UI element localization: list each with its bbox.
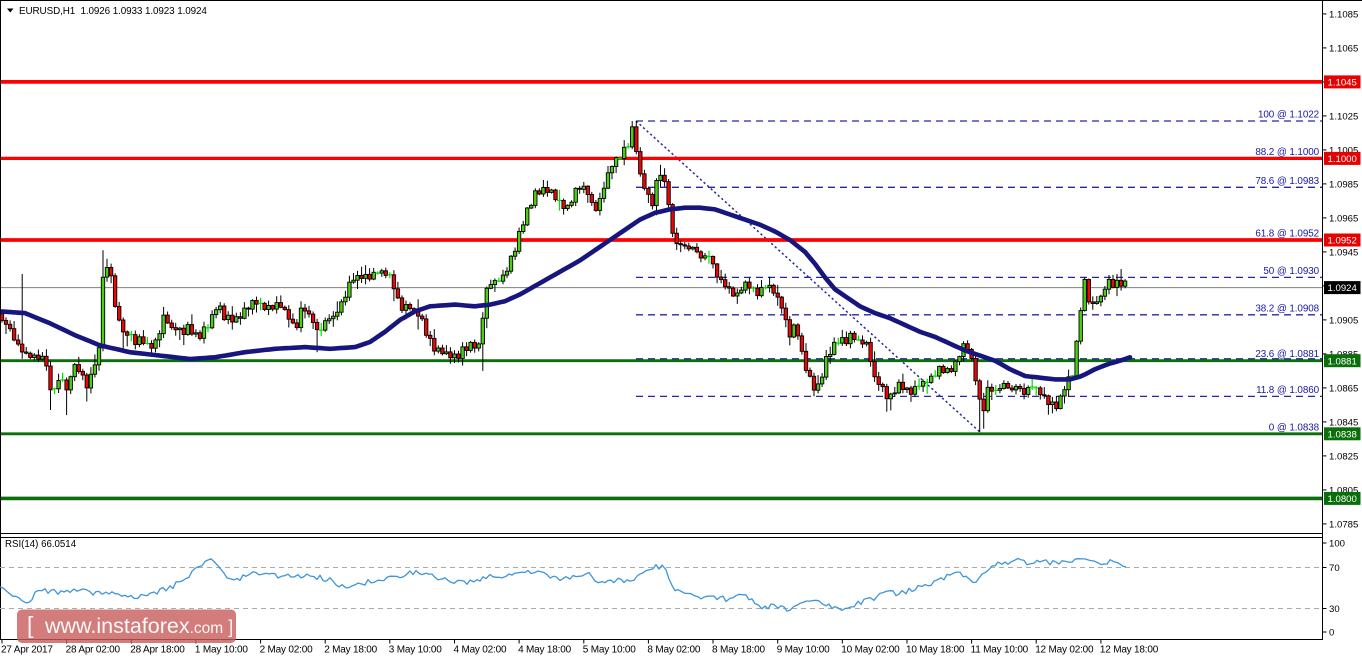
svg-text:2 May 18:00: 2 May 18:00 <box>324 644 377 655</box>
svg-text:8 May 02:00: 8 May 02:00 <box>647 644 700 655</box>
svg-text:78.6 @ 1.0983: 78.6 @ 1.0983 <box>1255 176 1319 187</box>
svg-text:EURUSD,H1 1.0926 1.0933 1.092: EURUSD,H1 1.0926 1.0933 1.0923 1.0924 <box>19 6 207 17</box>
svg-text:100 @ 1.1022: 100 @ 1.1022 <box>1258 110 1319 121</box>
svg-text:0: 0 <box>1329 628 1334 639</box>
svg-text:1.1085: 1.1085 <box>1329 9 1358 20</box>
svg-text:28 Apr 18:00: 28 Apr 18:00 <box>130 644 185 655</box>
svg-text:12 May 02:00: 12 May 02:00 <box>1035 644 1094 655</box>
svg-text:10 May 02:00: 10 May 02:00 <box>841 644 900 655</box>
svg-text:8 May 18:00: 8 May 18:00 <box>712 644 765 655</box>
svg-text:88.2 @ 1.1000: 88.2 @ 1.1000 <box>1255 147 1319 158</box>
svg-text:9 May 10:00: 9 May 10:00 <box>777 644 830 655</box>
svg-text:27 Apr 2017: 27 Apr 2017 <box>1 644 53 655</box>
svg-text:1.1000: 1.1000 <box>1328 154 1357 165</box>
svg-text:1.0965: 1.0965 <box>1329 213 1358 224</box>
svg-text:0 @ 1.0838: 0 @ 1.0838 <box>1269 422 1320 433</box>
svg-text:61.8 @ 1.0952: 61.8 @ 1.0952 <box>1255 229 1319 240</box>
svg-text:1 May 10:00: 1 May 10:00 <box>195 644 248 655</box>
svg-text:1.0945: 1.0945 <box>1329 247 1358 258</box>
svg-text:1.0845: 1.0845 <box>1329 417 1358 428</box>
svg-text:50 @ 1.0930: 50 @ 1.0930 <box>1263 266 1319 277</box>
svg-text:1.0881: 1.0881 <box>1328 356 1357 367</box>
svg-text:1.0905: 1.0905 <box>1329 315 1358 326</box>
svg-text:12 May 18:00: 12 May 18:00 <box>1100 644 1159 655</box>
svg-text:1.0785: 1.0785 <box>1329 519 1358 530</box>
svg-text:10 May 18:00: 10 May 18:00 <box>906 644 965 655</box>
svg-text:1.0838: 1.0838 <box>1328 429 1357 440</box>
svg-text:1.0924: 1.0924 <box>1328 283 1358 294</box>
svg-text:23.6 @ 1.0881: 23.6 @ 1.0881 <box>1255 349 1319 360</box>
svg-text:3 May 10:00: 3 May 10:00 <box>389 644 442 655</box>
svg-text:4 May 02:00: 4 May 02:00 <box>454 644 507 655</box>
svg-text:100: 100 <box>1329 539 1345 550</box>
svg-text:1.1045: 1.1045 <box>1328 78 1357 89</box>
svg-text:30: 30 <box>1329 604 1340 615</box>
svg-text:RSI(14) 66.0514: RSI(14) 66.0514 <box>5 539 77 550</box>
svg-text:1.0865: 1.0865 <box>1329 383 1358 394</box>
svg-text:4 May 18:00: 4 May 18:00 <box>518 644 571 655</box>
svg-text:28 Apr 02:00: 28 Apr 02:00 <box>66 644 121 655</box>
svg-text:1.1005: 1.1005 <box>1329 145 1358 156</box>
svg-text:5 May 10:00: 5 May 10:00 <box>583 644 636 655</box>
svg-text:11 May 10:00: 11 May 10:00 <box>971 644 1029 655</box>
svg-text:1.0985: 1.0985 <box>1329 179 1358 190</box>
svg-text:1.0800: 1.0800 <box>1328 494 1357 505</box>
svg-text:1.0825: 1.0825 <box>1329 451 1358 462</box>
svg-text:1.1025: 1.1025 <box>1329 111 1358 122</box>
svg-text:[: [ <box>27 612 34 638</box>
svg-text:1.1065: 1.1065 <box>1329 43 1358 54</box>
svg-text:38.2 @ 1.0908: 38.2 @ 1.0908 <box>1255 303 1319 314</box>
svg-text:70: 70 <box>1329 563 1340 574</box>
svg-text:1.0805: 1.0805 <box>1329 485 1358 496</box>
svg-text:2 May 02:00: 2 May 02:00 <box>260 644 313 655</box>
svg-text:1.0952: 1.0952 <box>1328 236 1357 247</box>
svg-text:11.8 @ 1.0860: 11.8 @ 1.0860 <box>1256 385 1320 396</box>
